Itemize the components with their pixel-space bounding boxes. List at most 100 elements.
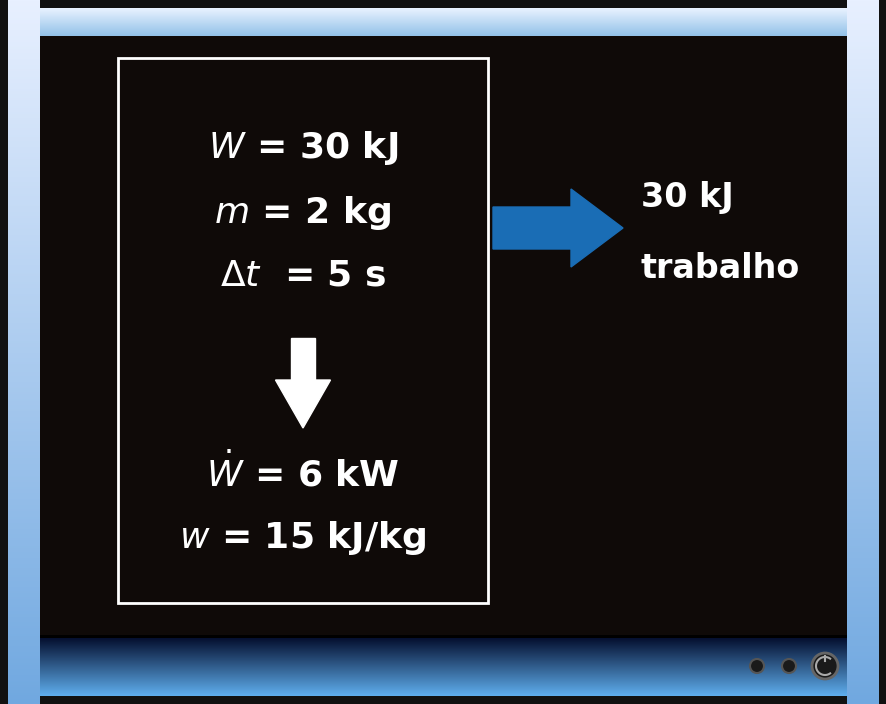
Bar [8, 668, 40, 669]
Bar [846, 25, 878, 26]
Bar [8, 465, 40, 466]
Bar [8, 70, 40, 71]
Bar [846, 14, 878, 15]
Bar [8, 525, 40, 526]
Bar [8, 627, 40, 628]
Bar [846, 202, 878, 203]
Bar [8, 3, 40, 4]
Bar [8, 141, 40, 142]
Bar [8, 303, 40, 304]
Bar [8, 565, 40, 566]
Bar [8, 326, 40, 327]
Bar [846, 441, 878, 442]
Bar [846, 633, 878, 634]
Bar [846, 545, 878, 546]
Bar [8, 313, 40, 314]
Bar [40, 10, 846, 11]
Bar [8, 683, 40, 684]
Bar [846, 170, 878, 171]
Bar [846, 137, 878, 138]
Bar [846, 533, 878, 534]
Bar [40, 11, 846, 12]
Bar [8, 355, 40, 356]
Bar [8, 134, 40, 135]
Bar [846, 300, 878, 301]
Bar [846, 198, 878, 199]
Bar [8, 163, 40, 164]
Bar [846, 551, 878, 552]
Bar [8, 323, 40, 324]
Bar [846, 507, 878, 508]
Bar [8, 529, 40, 530]
Bar [8, 420, 40, 421]
Bar [846, 323, 878, 324]
Bar [8, 504, 40, 505]
Bar [40, 642, 846, 643]
Bar [8, 142, 40, 143]
Bar [846, 76, 878, 77]
Bar [8, 245, 40, 246]
Bar [8, 509, 40, 510]
Bar [40, 30, 846, 31]
Bar [846, 594, 878, 595]
Bar [846, 264, 878, 265]
Bar [8, 139, 40, 140]
Bar [846, 555, 878, 556]
Bar [8, 52, 40, 53]
Bar [846, 204, 878, 205]
Bar [846, 519, 878, 520]
Bar [8, 682, 40, 683]
Bar [8, 497, 40, 498]
Bar [8, 457, 40, 458]
Bar [846, 51, 878, 52]
Bar [8, 541, 40, 542]
Bar [8, 367, 40, 368]
Bar [846, 147, 878, 148]
Bar [8, 553, 40, 554]
Bar [846, 495, 878, 496]
Bar [8, 645, 40, 646]
Bar [846, 305, 878, 306]
Bar [8, 676, 40, 677]
Bar [8, 602, 40, 603]
Bar [8, 319, 40, 320]
Bar [846, 289, 878, 290]
Bar [40, 646, 846, 647]
Bar [8, 195, 40, 196]
Bar [846, 146, 878, 147]
Bar [846, 562, 878, 563]
Bar [8, 89, 40, 90]
Bar [8, 215, 40, 216]
Bar [846, 621, 878, 622]
Bar [846, 649, 878, 650]
Bar [8, 98, 40, 99]
Bar [8, 210, 40, 211]
Bar [8, 322, 40, 323]
Circle shape [811, 653, 837, 679]
Bar [846, 321, 878, 322]
Bar [8, 294, 40, 295]
Bar [8, 438, 40, 439]
Bar [8, 270, 40, 271]
Bar [846, 523, 878, 524]
Bar [8, 390, 40, 391]
Bar [8, 353, 40, 354]
Bar [846, 106, 878, 107]
Bar [8, 112, 40, 113]
Bar [846, 697, 878, 698]
Bar [8, 572, 40, 573]
Bar [8, 331, 40, 332]
Bar [846, 593, 878, 594]
Bar [846, 618, 878, 619]
Bar [8, 60, 40, 61]
Bar [846, 34, 878, 35]
Bar [40, 645, 846, 646]
Bar [846, 65, 878, 66]
Bar [846, 49, 878, 50]
Bar [846, 236, 878, 237]
Bar [846, 50, 878, 51]
Bar [846, 52, 878, 53]
Bar [40, 652, 846, 653]
Bar [846, 428, 878, 429]
Bar [8, 692, 40, 693]
